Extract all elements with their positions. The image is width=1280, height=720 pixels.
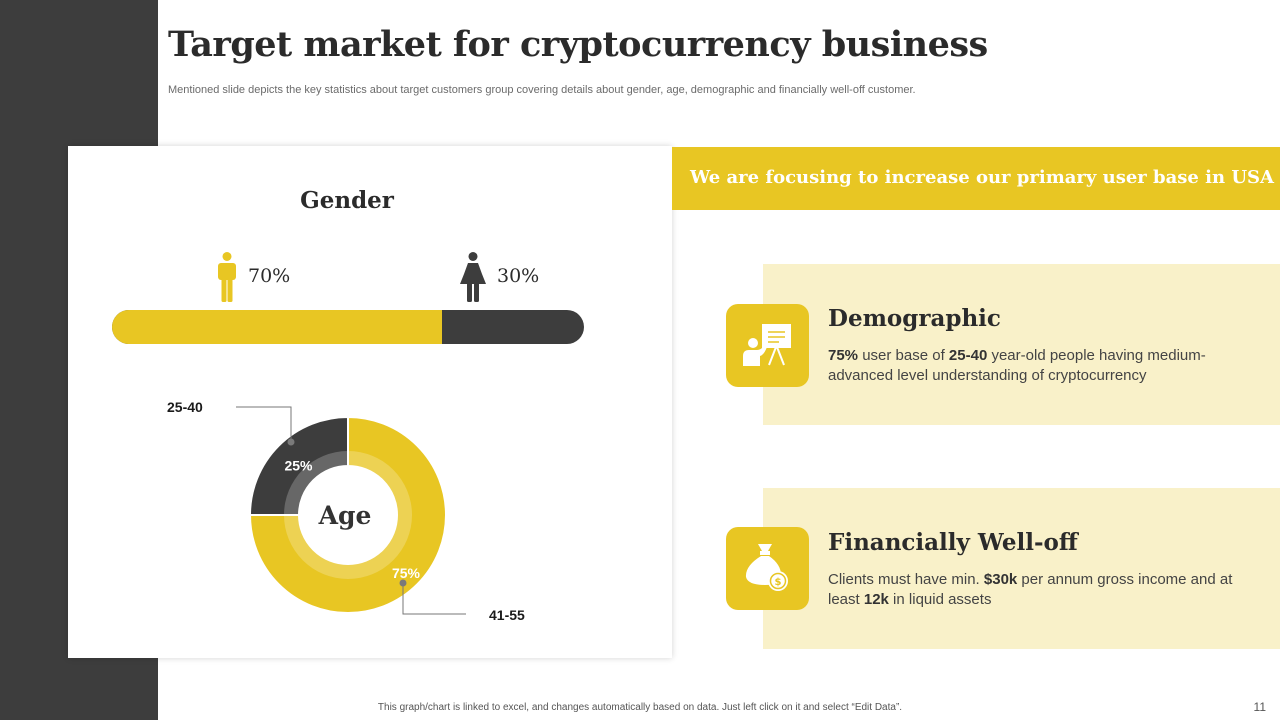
focus-banner: We are focusing to increase our primary …: [672, 147, 1280, 210]
leader-line-25-40: [236, 406, 292, 440]
page-number: 11: [1253, 700, 1266, 714]
age-chart-title: Age: [318, 501, 372, 530]
age-category-25-40: 25-40: [167, 399, 203, 415]
presenter-board-icon: [743, 324, 791, 366]
donut-value-label-41-55: 75%: [392, 565, 421, 581]
gender-bar-track: [112, 310, 584, 344]
svg-text:$: $: [775, 577, 782, 588]
financial-title: Financially Well-off: [828, 529, 1078, 556]
donut-inner-ring-25-40: [284, 451, 348, 515]
gender-bar-male-segment: [112, 310, 443, 344]
demographic-panel: [763, 264, 1280, 425]
female-percentage: 30%: [497, 265, 540, 287]
demographic-icon-box: [726, 304, 809, 387]
page-subtitle: Mentioned slide depicts the key statisti…: [168, 84, 916, 96]
male-person-icon: [218, 252, 236, 302]
gender-chart-title: Gender: [300, 187, 394, 214]
leader-dot-25-40: [287, 438, 295, 446]
footer-note: This graph/chart is linked to excel, and…: [377, 702, 903, 713]
donut-value-label-25-40: 25%: [284, 458, 313, 474]
page-title: Target market for cryptocurrency busines…: [168, 24, 988, 65]
financial-description: Clients must have min. $30k per annum gr…: [828, 571, 1233, 608]
financial-icon-box: $: [726, 527, 809, 610]
focus-banner-text: We are focusing to increase our primary …: [690, 167, 1275, 188]
donut-center: [299, 466, 397, 564]
demographic-description: 75% user base of 25-40 year-old people h…: [828, 347, 1206, 384]
age-donut-chart: Age 75% 25%: [236, 406, 466, 615]
leader-line-41-55: [402, 584, 466, 615]
male-percentage: 70%: [248, 265, 291, 287]
age-category-41-55: 41-55: [489, 607, 525, 623]
demographic-title: Demographic: [828, 305, 1001, 332]
leader-dot-41-55: [399, 579, 407, 587]
money-bag-icon: $: [745, 544, 788, 591]
female-person-icon: [460, 252, 486, 302]
financial-panel: [763, 488, 1280, 649]
